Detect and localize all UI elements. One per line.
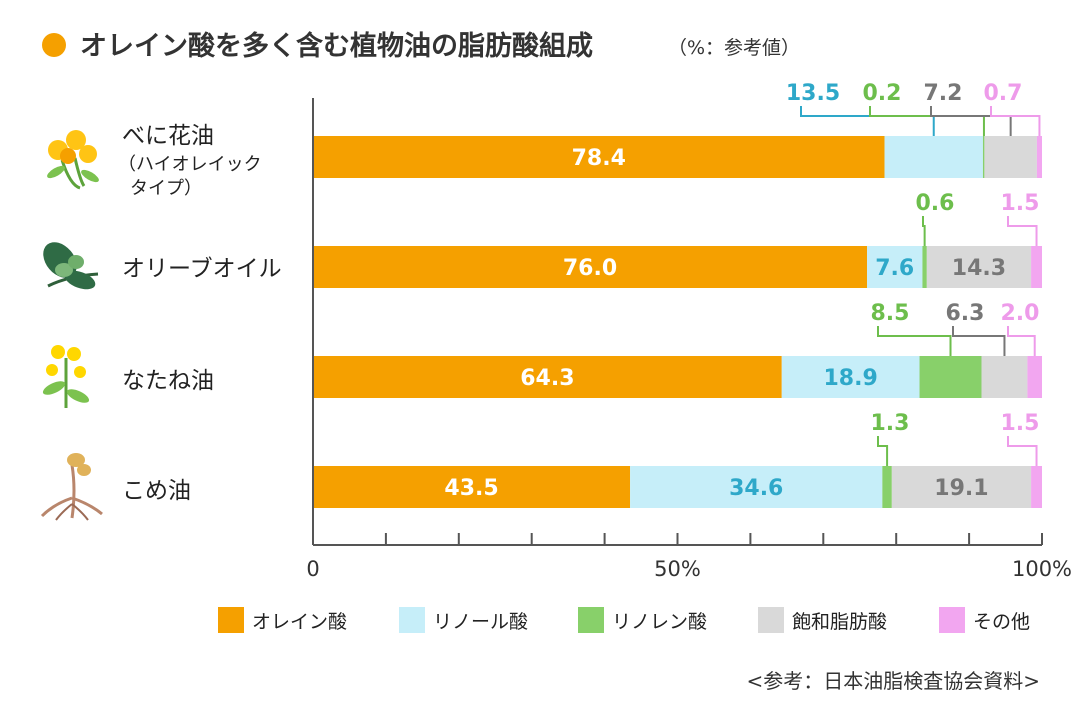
title-bullet-icon	[42, 33, 66, 57]
bar-segment	[891, 466, 1032, 508]
legend-label: リノール酸	[433, 611, 528, 633]
leader-line	[1007, 436, 1038, 466]
bar-segment	[922, 246, 927, 288]
data-label: 2.0	[1001, 301, 1040, 326]
leader-line	[922, 216, 926, 246]
bar-segment	[884, 136, 983, 178]
legend-label: その他	[973, 611, 1030, 633]
bars-group: 78.4 76.0 7.6 14.3 64.3 18.9 43.5 34.6 19.1	[313, 136, 1042, 508]
bar-segment	[867, 246, 923, 288]
leader-line	[1007, 326, 1036, 356]
x-axis-ticks: 0 50% 100%	[306, 533, 1072, 581]
bar-segment	[781, 356, 920, 398]
data-label: 0.2	[863, 81, 902, 106]
data-label: 1.5	[1001, 411, 1040, 436]
bar-segment	[313, 246, 868, 288]
data-label: 76.0	[563, 256, 617, 281]
leader-line	[877, 436, 889, 466]
data-label: 1.3	[871, 411, 910, 436]
olive-icon	[43, 242, 99, 290]
data-label: 18.9	[823, 366, 877, 391]
data-label: 0.6	[916, 191, 955, 216]
legend-swatch	[939, 607, 965, 633]
data-label: 7.6	[875, 256, 914, 281]
legend-swatch	[218, 607, 244, 633]
bar-segment	[313, 356, 782, 398]
legend-swatch	[758, 607, 784, 633]
data-label: 78.4	[572, 146, 626, 171]
legend-label: リノレン酸	[612, 611, 707, 633]
bar-segment	[630, 466, 883, 508]
category-label-rice: こめ油	[122, 478, 191, 504]
bar-segment	[1031, 466, 1042, 508]
leader-line	[869, 106, 985, 136]
category-sublabel-safflower-2: タイプ）	[130, 178, 202, 199]
bar-segment	[882, 466, 892, 508]
leader-line	[930, 106, 1012, 136]
data-label: 64.3	[520, 366, 574, 391]
bar-segment	[982, 136, 985, 178]
legend-label: オレイン酸	[252, 611, 347, 633]
callouts-group: 13.5 0.2 7.2 0.7 0.6 1.5 8.5 6.3 2.0 1.3 1.5	[786, 81, 1041, 466]
legend-swatch	[399, 607, 425, 633]
leader-line	[877, 326, 952, 356]
data-label: 19.1	[934, 476, 988, 501]
leader-line	[1007, 216, 1038, 246]
safflower-icon	[47, 130, 99, 190]
bar-segment	[1036, 136, 1042, 178]
x-tick-label: 100%	[1012, 557, 1072, 581]
category-label-olive: オリーブオイル	[122, 256, 282, 282]
rapeseed-icon	[42, 345, 90, 408]
bar-segment	[1027, 356, 1042, 398]
bar-segment	[919, 356, 982, 398]
source-note: <参考：日本油脂検査協会資料>	[746, 669, 1040, 693]
chart-subtitle: （%：参考値）	[668, 37, 800, 59]
category-label-rapeseed: なたね油	[122, 368, 214, 394]
data-label: 14.3	[952, 256, 1006, 281]
bar-segment	[981, 356, 1028, 398]
bar-segment	[926, 246, 1032, 288]
bar-segment	[313, 136, 885, 178]
data-label: 6.3	[946, 301, 985, 326]
chart-title: オレイン酸を多く含む植物油の脂肪酸組成	[80, 30, 593, 62]
bar-segment	[984, 136, 1037, 178]
bar-segment	[313, 466, 631, 508]
leader-line	[800, 106, 935, 136]
category-sublabel-safflower-1: （ハイオレイック	[118, 154, 262, 175]
data-label: 43.5	[444, 476, 498, 501]
category-label-safflower: べに花油	[122, 123, 214, 149]
legend-swatch	[578, 607, 604, 633]
data-label: 0.7	[984, 81, 1023, 106]
rice-icon	[40, 453, 103, 521]
data-label: 7.2	[924, 81, 963, 106]
data-label: 1.5	[1001, 191, 1040, 216]
data-label: 34.6	[729, 476, 783, 501]
leader-line	[952, 326, 1006, 356]
data-label: 8.5	[871, 301, 910, 326]
legend: オレイン酸 リノール酸 リノレン酸 飽和脂肪酸 その他	[218, 607, 1030, 633]
x-tick-label: 50%	[654, 557, 701, 581]
legend-label: 飽和脂肪酸	[792, 611, 887, 633]
bar-segment	[1031, 246, 1042, 288]
data-label: 13.5	[786, 81, 840, 106]
leader-line	[990, 106, 1041, 136]
x-tick-label: 0	[306, 557, 319, 581]
